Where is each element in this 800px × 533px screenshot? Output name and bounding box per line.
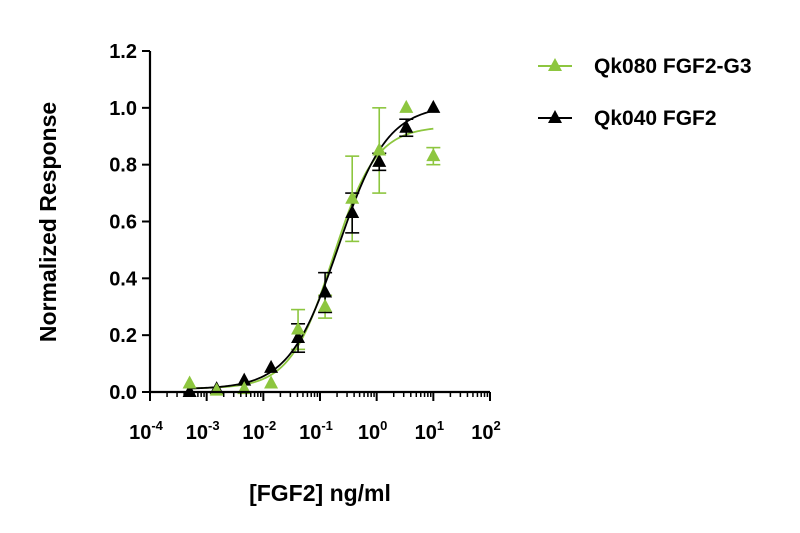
- x-tick-label-1: 10-3: [186, 418, 220, 444]
- x-tick-label-2: 10-2: [242, 418, 276, 444]
- point-series-1-8: [399, 119, 414, 133]
- x-axis-title: [FGF2] ng/ml: [249, 480, 391, 506]
- legend: Qk080 FGF2-G3 Qk040 FGF2: [538, 55, 752, 130]
- y-tick-label-0: 0.0: [109, 382, 137, 404]
- point-series-1-3: [264, 359, 279, 373]
- point-series-0-4: [291, 321, 306, 335]
- y-tick-label-6: 1.2: [109, 41, 137, 63]
- x-tick-exponent-2: -2: [265, 418, 277, 433]
- point-series-0-7: [372, 142, 387, 156]
- y-tick-label-2: 0.4: [109, 268, 138, 290]
- point-series-1-5: [318, 284, 333, 298]
- plot-area: [182, 99, 441, 397]
- point-series-0-6: [345, 190, 360, 204]
- point-series-1-7: [372, 153, 387, 167]
- point-series-0-3: [264, 375, 279, 389]
- legend-label-qk040: Qk040 FGF2: [594, 107, 717, 130]
- point-series-0-5: [318, 298, 333, 312]
- y-tick-label-5: 1.0: [109, 98, 137, 120]
- x-tick-exponent-6: 2: [494, 418, 501, 433]
- point-series-1-9: [426, 99, 441, 113]
- legend-marker-qk080: [548, 58, 562, 71]
- point-series-0-0: [182, 375, 197, 389]
- y-axis-title: Normalized Response: [35, 102, 61, 342]
- x-tick-exponent-1: -3: [208, 418, 220, 433]
- point-series-1-6: [345, 204, 360, 218]
- y-tick-label-3: 0.6: [109, 212, 137, 234]
- legend-label-qk080: Qk080 FGF2-G3: [594, 55, 752, 78]
- x-tick-label-6: 102: [471, 418, 500, 444]
- x-tick-label-0: 10-4: [129, 418, 164, 444]
- fit-curve-series-0: [189, 127, 434, 390]
- x-tick-exponent-0: -4: [151, 418, 163, 433]
- point-series-0-9: [426, 148, 441, 162]
- y-tick-label-1: 0.2: [109, 325, 137, 347]
- x-tick-label-3: 10-1: [299, 418, 333, 444]
- x-tick-exponent-5: 1: [437, 418, 444, 433]
- point-series-0-1: [209, 382, 224, 396]
- x-tick-exponent-4: 0: [380, 418, 387, 433]
- x-tick-label-4: 100: [358, 418, 387, 444]
- point-series-1-0: [182, 384, 197, 397]
- legend-entry-qk080: Qk080 FGF2-G3: [538, 55, 752, 78]
- point-series-1-2: [237, 372, 252, 386]
- legend-marker-qk040: [548, 110, 562, 123]
- axes: 0.00.20.40.60.81.01.210-4 10-3 10-2 10-1 100…: [109, 41, 501, 444]
- y-tick-label-4: 0.8: [109, 155, 137, 177]
- legend-entry-qk040: Qk040 FGF2: [538, 107, 717, 130]
- fit-curve-series-1: [189, 109, 434, 390]
- x-tick-exponent-3: -1: [321, 418, 333, 433]
- point-series-0-8: [399, 99, 414, 113]
- x-tick-label-5: 101: [415, 418, 444, 444]
- point-series-1-4: [291, 330, 306, 344]
